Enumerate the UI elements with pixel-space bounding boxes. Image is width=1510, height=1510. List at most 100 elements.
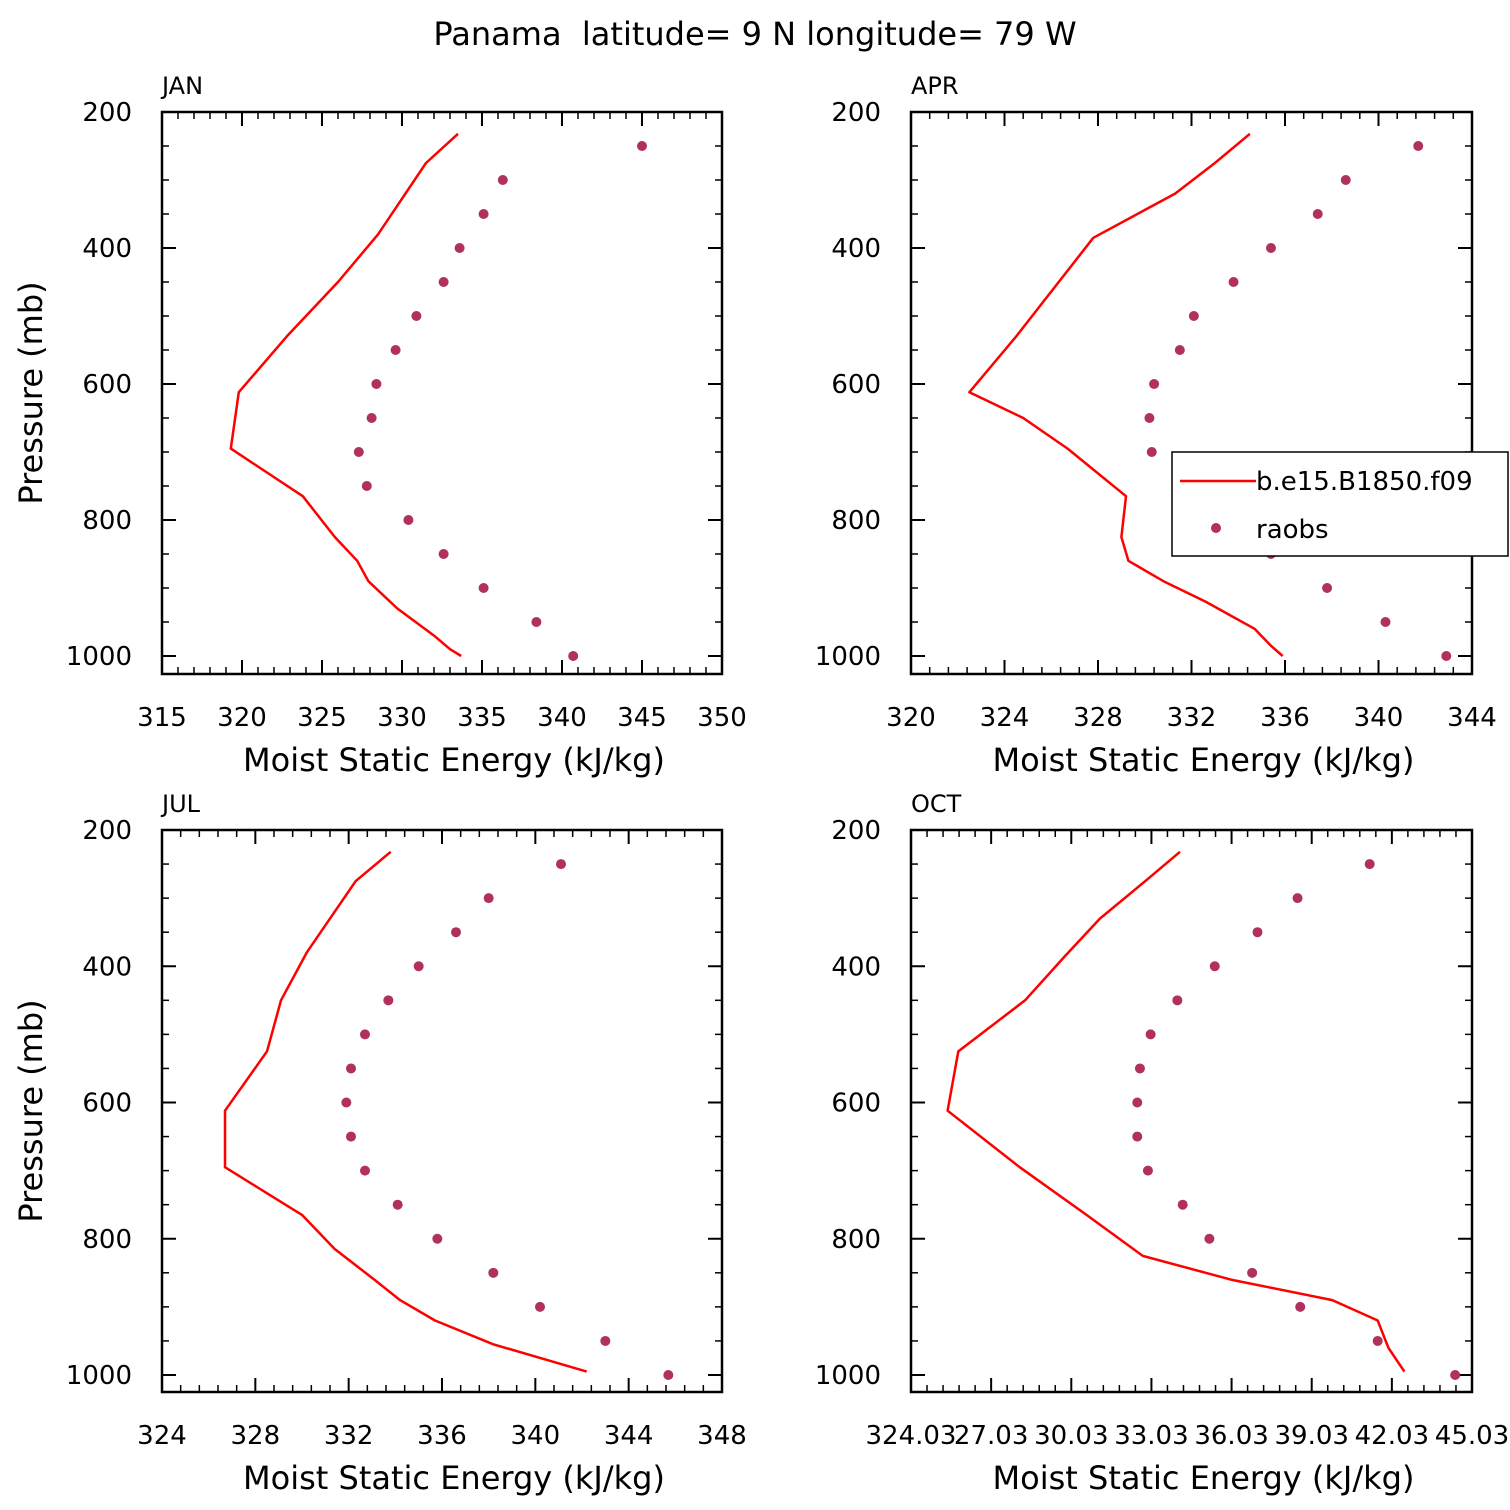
raobs-point: [1312, 209, 1323, 219]
raobs-point: [1188, 311, 1199, 321]
y-tick-label: 600: [82, 370, 132, 400]
raobs-points: [341, 859, 674, 1380]
plot-frame: [160, 828, 724, 1394]
model-profile-line: [229, 132, 462, 658]
y-axis: 200 400 600 800 1000: [66, 816, 722, 1391]
panel-jul: JUL 324 328 332 336 340 344 348 Moist Static Ene…: [12, 790, 747, 1497]
x-tick-label: 27.03: [954, 1421, 1028, 1451]
raobs-point: [1132, 1131, 1143, 1142]
y-tick-label: 800: [831, 1225, 881, 1255]
y-tick-label: 400: [831, 234, 881, 264]
raobs-point: [1146, 447, 1157, 457]
model-profile-line: [968, 132, 1284, 657]
raobs-point: [531, 617, 542, 627]
y-tick-label: 400: [82, 952, 132, 982]
raobs-point: [1174, 345, 1185, 355]
raobs-point: [1247, 1267, 1258, 1278]
x-tick-label: 42.03: [1355, 1421, 1429, 1451]
x-tick-label: 36.03: [1194, 1421, 1268, 1451]
x-tick-label: 45.03: [1435, 1421, 1509, 1451]
x-tick-label: 324: [980, 703, 1030, 733]
raobs-point: [1295, 1301, 1306, 1312]
y-tick-label: 200: [82, 98, 132, 128]
x-tick-label: 340: [511, 1421, 561, 1451]
raobs-point: [1149, 379, 1160, 389]
raobs-point: [353, 447, 364, 457]
y-tick-label: 600: [831, 370, 881, 400]
x-tick-label: 344: [1447, 703, 1497, 733]
raobs-point: [346, 1131, 356, 1142]
legend-box: [1171, 451, 1509, 557]
x-tick-label: 340: [1354, 703, 1404, 733]
raobs-point: [1144, 413, 1155, 423]
y-axis-label: Pressure (mb): [12, 281, 50, 504]
y-tick-label: 600: [82, 1089, 132, 1119]
raobs-point: [497, 175, 508, 185]
x-tick-label: 332: [1167, 703, 1217, 733]
panel-label: JUL: [160, 790, 201, 818]
y-tick-label: 400: [831, 952, 881, 982]
x-tick-label: 320: [886, 703, 936, 733]
raobs-point: [568, 651, 579, 661]
x-tick-label: 340: [537, 703, 587, 733]
panel-jan: JAN 315 320 325 330 335 340 345 350 Moist Static …: [12, 72, 747, 779]
x-tick-label: 325: [297, 703, 347, 733]
x-tick-label: 336: [1260, 703, 1310, 733]
model-profile-line: [223, 850, 588, 1373]
plot-frame: [909, 828, 1474, 1394]
y-tick-label: 400: [82, 234, 132, 264]
raobs-point: [478, 209, 489, 219]
raobs-point: [488, 1267, 499, 1278]
raobs-point: [366, 413, 377, 423]
raobs-point: [390, 345, 401, 355]
y-axis: 200 400 600 800 1000: [66, 98, 722, 672]
raobs-point: [1380, 617, 1391, 627]
raobs-point: [411, 311, 422, 321]
raobs-point: [371, 379, 382, 389]
raobs-points: [1132, 859, 1461, 1380]
legend: b.e15.B1850.f09 raobs: [1171, 451, 1509, 557]
legend-obs-label: raobs: [1256, 515, 1329, 545]
raobs-point: [1145, 1029, 1156, 1040]
x-axis: 324 328 332 336 340 344 348: [137, 830, 747, 1451]
x-tick-label: 328: [231, 1421, 281, 1451]
y-tick-label: 1000: [815, 1361, 881, 1391]
x-tick-label: 30.03: [1034, 1421, 1108, 1451]
raobs-point: [478, 583, 489, 593]
x-tick-label: 324: [137, 1421, 187, 1451]
x-tick-label: 345: [617, 703, 667, 733]
raobs-point: [360, 1029, 370, 1040]
raobs-point: [1209, 961, 1220, 972]
panel-label: JAN: [160, 72, 203, 100]
raobs-point: [1413, 141, 1424, 151]
x-tick-label: 350: [697, 703, 747, 733]
raobs-point: [361, 481, 372, 491]
x-tick-label: 328: [1073, 703, 1123, 733]
raobs-point: [360, 1165, 370, 1176]
raobs-point: [403, 515, 414, 525]
y-tick-label: 800: [82, 1225, 132, 1255]
x-axis-label: Moist Static Energy (kJ/kg): [993, 1459, 1415, 1497]
x-tick-label: 324.03: [866, 1421, 957, 1451]
raobs-point: [454, 243, 465, 253]
panel-apr: APR 320 324 328 332 336 340 344 Moist Static Ene…: [815, 72, 1509, 779]
y-tick-label: 800: [82, 506, 132, 536]
plot-frame: [160, 110, 724, 676]
x-tick-label: 335: [457, 703, 507, 733]
plot-frame: [909, 110, 1474, 676]
panel-label: APR: [911, 72, 959, 100]
y-tick-label: 1000: [66, 642, 132, 672]
raobs-point: [637, 141, 647, 151]
x-tick-label: 315: [137, 703, 187, 733]
raobs-point: [341, 1097, 352, 1108]
legend-model-label: b.e15.B1850.f09: [1256, 467, 1473, 497]
raobs-point: [535, 1301, 545, 1312]
panel-label: OCT: [911, 790, 962, 818]
legend-marker-swatch: [1211, 523, 1221, 533]
raobs-point: [438, 549, 449, 559]
raobs-point: [1372, 1335, 1383, 1346]
raobs-point: [1142, 1165, 1153, 1176]
raobs-point: [556, 859, 566, 870]
